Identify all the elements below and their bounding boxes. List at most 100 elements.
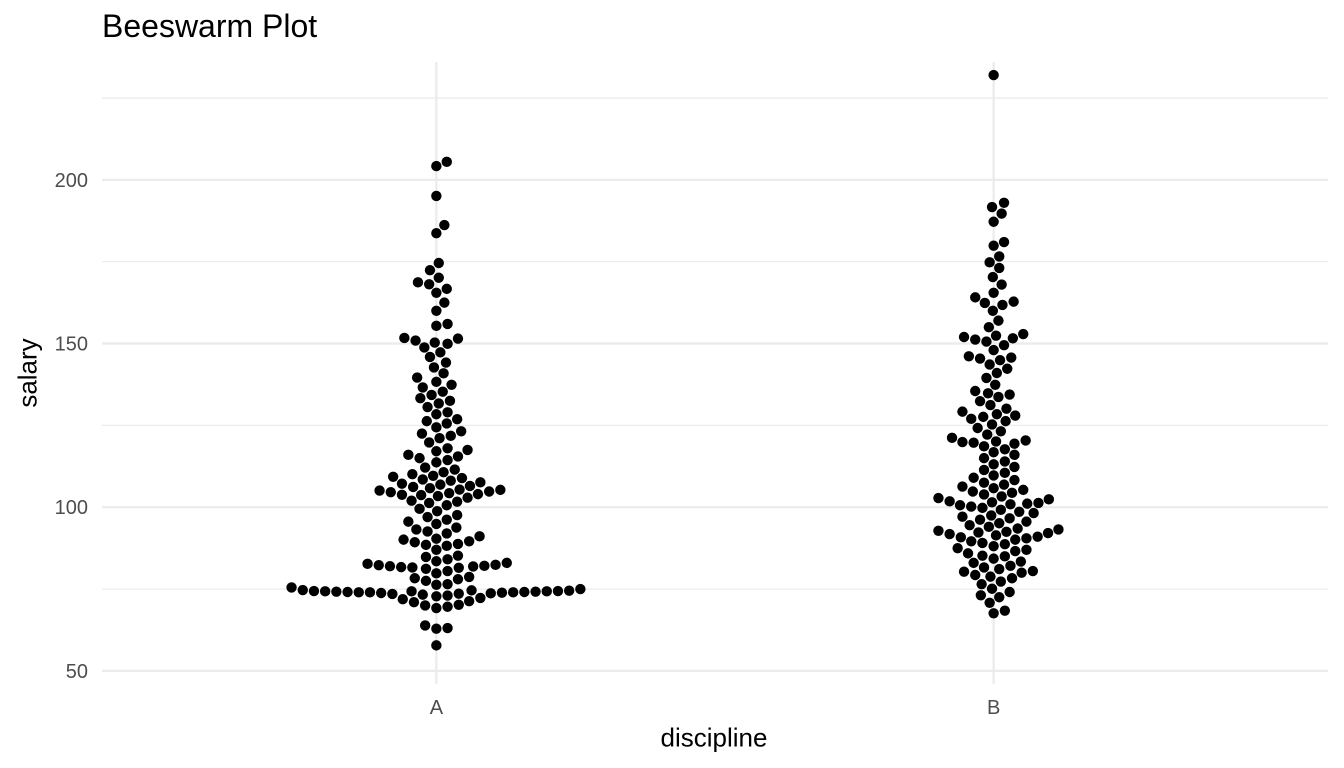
data-point xyxy=(442,601,453,612)
data-point xyxy=(452,574,464,585)
data-point xyxy=(507,587,519,598)
data-point xyxy=(438,466,449,478)
data-point xyxy=(987,271,999,283)
data-point xyxy=(431,640,442,651)
data-point xyxy=(988,608,999,619)
data-point xyxy=(452,550,464,561)
data-point xyxy=(467,561,479,572)
data-point xyxy=(362,558,373,570)
data-point xyxy=(1010,545,1021,557)
data-point xyxy=(996,208,1007,219)
data-point xyxy=(1001,403,1012,414)
data-point xyxy=(963,351,975,362)
data-point xyxy=(441,528,452,539)
data-point xyxy=(449,464,460,475)
data-point xyxy=(991,409,1003,420)
data-point xyxy=(978,464,990,476)
data-point xyxy=(966,536,977,547)
data-point xyxy=(387,471,399,482)
data-point xyxy=(944,528,955,540)
data-point xyxy=(997,299,1008,311)
data-point xyxy=(986,201,998,213)
data-point xyxy=(397,594,408,605)
data-point xyxy=(998,479,1010,490)
data-point xyxy=(1004,586,1015,598)
data-point xyxy=(1010,534,1021,545)
data-point xyxy=(1004,389,1015,400)
data-point xyxy=(444,395,456,407)
data-point xyxy=(483,486,495,497)
data-point xyxy=(986,419,998,430)
data-point xyxy=(408,596,420,608)
data-point xyxy=(958,566,970,577)
data-point xyxy=(970,334,981,345)
data-point xyxy=(439,219,450,231)
data-point xyxy=(398,534,409,545)
data-point xyxy=(375,587,387,599)
data-point xyxy=(411,524,422,535)
data-point xyxy=(541,586,552,597)
data-point xyxy=(1027,565,1039,577)
data-point xyxy=(990,436,1002,447)
data-point xyxy=(985,571,996,582)
data-point xyxy=(974,514,986,525)
data-point xyxy=(451,522,462,533)
data-point xyxy=(495,484,506,496)
data-point xyxy=(431,320,442,332)
data-point xyxy=(946,432,958,444)
data-point xyxy=(409,537,420,548)
data-point xyxy=(442,318,453,330)
data-point xyxy=(479,560,490,572)
data-point xyxy=(988,447,999,458)
data-point xyxy=(988,483,999,494)
data-point xyxy=(975,590,987,601)
data-point xyxy=(552,585,564,597)
data-point xyxy=(993,391,1004,403)
data-point xyxy=(451,509,463,521)
data-point xyxy=(431,422,442,433)
data-point xyxy=(431,579,442,591)
data-point xyxy=(977,550,988,561)
data-point xyxy=(978,489,990,500)
data-point xyxy=(442,443,453,454)
x-tick-label: A xyxy=(430,697,444,719)
data-point xyxy=(431,518,442,530)
data-point xyxy=(563,585,575,596)
data-point xyxy=(395,561,407,573)
data-point xyxy=(462,444,473,456)
data-point xyxy=(319,586,331,597)
data-point xyxy=(442,407,453,418)
data-point xyxy=(422,526,433,537)
data-point xyxy=(984,257,995,268)
data-point xyxy=(445,430,456,442)
data-point xyxy=(396,478,408,489)
data-point xyxy=(999,539,1011,550)
data-point xyxy=(957,406,968,417)
data-point xyxy=(342,586,353,598)
data-point xyxy=(968,437,979,448)
data-point xyxy=(1005,499,1016,510)
data-point xyxy=(988,216,999,227)
data-point xyxy=(1016,567,1027,578)
data-point xyxy=(978,562,990,573)
data-point xyxy=(978,441,990,452)
data-point xyxy=(1002,363,1013,374)
data-point xyxy=(999,551,1011,562)
data-point xyxy=(431,457,442,468)
data-point xyxy=(426,389,437,401)
data-point xyxy=(994,262,1005,274)
data-point xyxy=(472,488,484,500)
data-point xyxy=(490,559,501,571)
data-point xyxy=(994,592,1005,603)
data-point xyxy=(955,532,967,543)
data-point xyxy=(416,428,428,439)
data-point xyxy=(399,332,410,344)
data-point xyxy=(451,496,463,507)
data-point xyxy=(475,592,486,604)
data-point xyxy=(431,409,442,420)
data-point xyxy=(424,265,436,276)
data-point xyxy=(406,586,417,597)
data-point xyxy=(420,563,432,574)
data-point xyxy=(988,240,999,251)
data-point xyxy=(1033,497,1044,509)
